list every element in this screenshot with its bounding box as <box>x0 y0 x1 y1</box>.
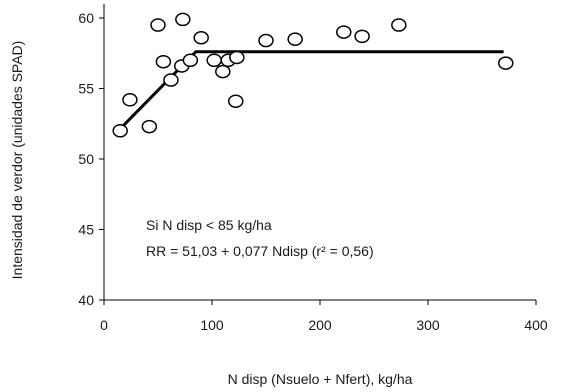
y-tick-label: 60 <box>78 10 94 26</box>
data-point <box>258 33 274 48</box>
x-tick-label: 300 <box>416 317 440 333</box>
data-point <box>336 25 352 39</box>
annotation-equation: RR = 51,03 + 0,077 Ndisp (r² = 0,56) <box>146 243 374 259</box>
y-tick-label: 45 <box>78 222 94 238</box>
data-point <box>228 94 244 108</box>
y-tick-label: 50 <box>78 151 94 167</box>
y-tick-label: 40 <box>78 292 94 308</box>
data-point <box>112 124 128 138</box>
y-axis-title: Intensidad de verdor (unidades SPAD) <box>9 41 25 280</box>
data-point <box>287 32 303 46</box>
data-point <box>229 50 245 65</box>
data-point <box>155 54 172 69</box>
data-point <box>141 119 158 134</box>
data-point <box>182 53 199 68</box>
data-point <box>122 93 138 107</box>
x-tick-label: 0 <box>100 317 108 333</box>
fit-line-group <box>121 50 504 128</box>
ticks: 40 45 50 55 60 0 100 200 300 400 <box>78 10 547 333</box>
data-point <box>354 29 370 44</box>
data-point <box>193 30 209 45</box>
data-point <box>150 18 166 32</box>
x-tick-label: 200 <box>308 317 332 333</box>
data-point <box>206 53 222 68</box>
data-point <box>391 18 407 32</box>
y-tick-label: 55 <box>78 81 94 97</box>
data-point <box>498 56 514 70</box>
fit-line <box>121 50 504 128</box>
data-point <box>163 73 179 87</box>
x-axis-title: N disp (Nsuelo + Nfert), kg/ha <box>228 371 413 387</box>
x-tick-label: 400 <box>524 317 548 333</box>
annotation-condition: Si N disp < 85 kg/ha <box>146 217 272 233</box>
data-point <box>175 12 191 27</box>
data-point <box>215 64 231 79</box>
x-tick-label: 100 <box>200 317 224 333</box>
data-points <box>112 12 514 138</box>
